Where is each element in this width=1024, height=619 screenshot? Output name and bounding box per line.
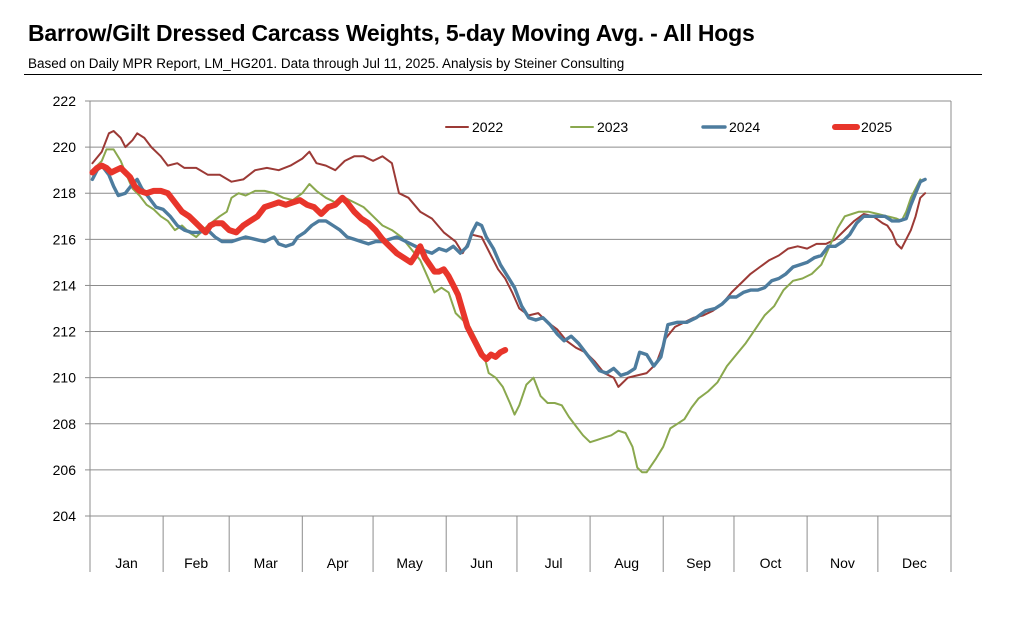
x-tick-label-mar: Mar [254,555,278,571]
x-tick-label-aug: Aug [614,555,639,571]
series-line-2023 [91,148,922,474]
legend-label-2024: 2024 [729,119,760,135]
series-line-2025 [89,162,509,363]
legend: 2022 2023 2024 2025 [445,119,892,135]
series-line-2024 [90,163,927,378]
x-tick-label-apr: Apr [327,555,349,571]
y-tick-label: 206 [53,462,77,478]
legend-label-2025: 2025 [861,119,892,135]
series-lines [89,130,927,474]
x-tick-label-oct: Oct [760,555,782,571]
x-tick-label-nov: Nov [830,555,855,571]
chart-title: Barrow/Gilt Dressed Carcass Weights, 5-d… [28,20,755,46]
x-tick-label-feb: Feb [184,555,208,571]
y-tick-label: 218 [53,185,77,201]
header-divider [24,74,982,75]
x-tick-label-jun: Jun [470,555,493,571]
legend-label-2023: 2023 [597,119,628,135]
y-tick-label: 212 [53,324,77,340]
x-tick-label-may: May [396,555,422,571]
y-tick-label: 220 [53,139,77,155]
y-tick-label: 210 [53,370,77,386]
y-tick-label: 204 [53,508,77,524]
x-tick-label-jul: Jul [545,555,563,571]
axes: 204 206 208 210 212 214 216 218 220 222 Jan Feb Mar A… [53,93,952,572]
chart-subtitle: Based on Daily MPR Report, LM_HG201. Dat… [28,56,625,71]
y-tick-label: 216 [53,231,77,247]
x-tick-label-dec: Dec [902,555,927,571]
legend-label-2022: 2022 [472,119,503,135]
x-tick-label-sep: Sep [686,555,711,571]
y-tick-label: 208 [53,416,77,432]
y-tick-label: 214 [53,277,77,293]
y-tick-label: 222 [53,93,77,109]
series-line-2022 [91,130,927,388]
x-tick-label-jan: Jan [115,555,138,571]
